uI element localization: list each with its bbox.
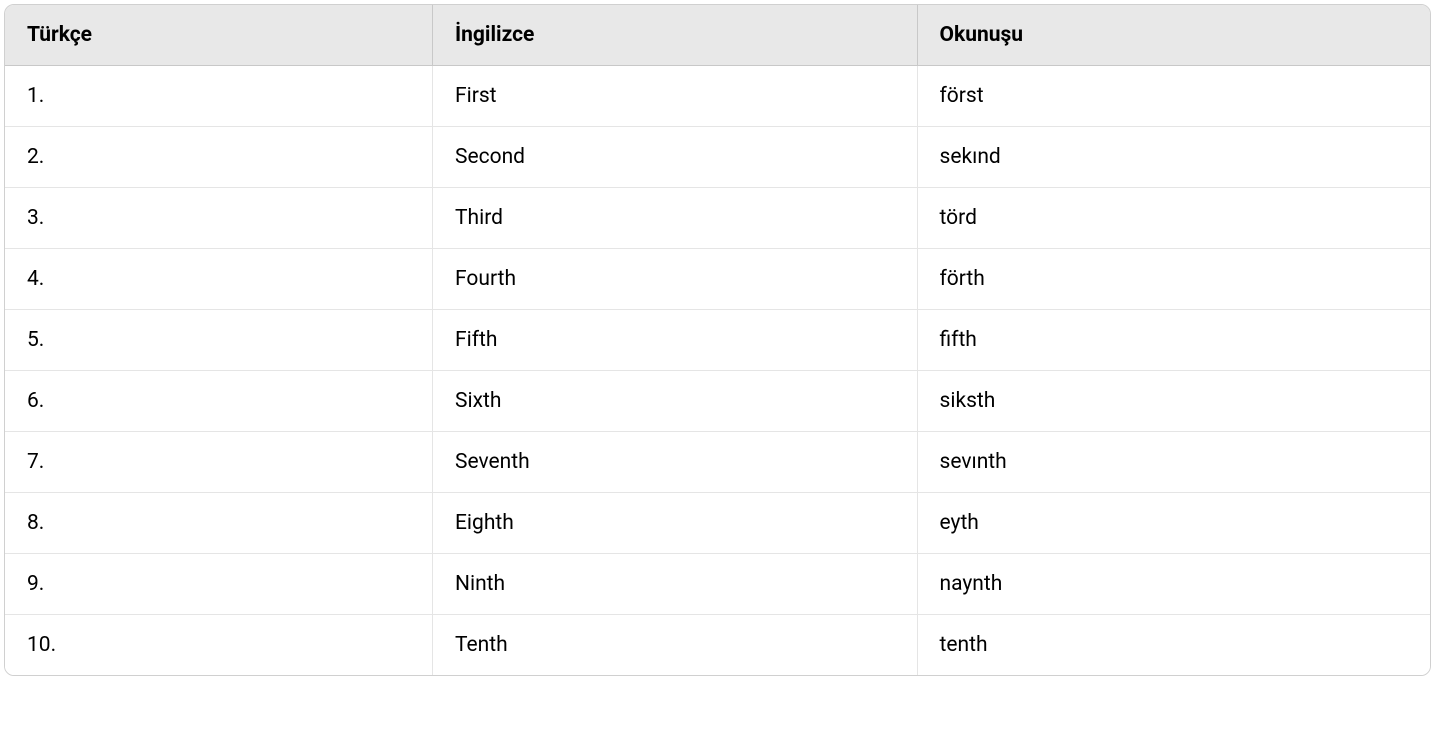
cell-pronunciation: förth [917,249,1430,310]
column-header-english: İngilizce [433,5,918,66]
table-row: 9. Ninth naynth [5,554,1430,615]
cell-pronunciation: fifth [917,310,1430,371]
table-row: 7. Seventh sevınth [5,432,1430,493]
cell-english: Tenth [433,615,918,676]
cell-english: Ninth [433,554,918,615]
cell-english: Seventh [433,432,918,493]
cell-english: Third [433,188,918,249]
table-row: 2. Second sekınd [5,127,1430,188]
cell-turkish: 2. [5,127,433,188]
table-body: 1. First först 2. Second sekınd 3. Third… [5,66,1430,676]
cell-english: First [433,66,918,127]
cell-pronunciation: först [917,66,1430,127]
table-row: 6. Sixth siksth [5,371,1430,432]
cell-turkish: 1. [5,66,433,127]
cell-turkish: 10. [5,615,433,676]
cell-turkish: 8. [5,493,433,554]
table-row: 5. Fifth fifth [5,310,1430,371]
ordinals-table-container: Türkçe İngilizce Okunuşu 1. First först … [4,4,1431,676]
cell-pronunciation: törd [917,188,1430,249]
cell-english: Sixth [433,371,918,432]
cell-pronunciation: eyth [917,493,1430,554]
cell-turkish: 9. [5,554,433,615]
cell-english: Second [433,127,918,188]
table-row: 3. Third törd [5,188,1430,249]
table-row: 10. Tenth tenth [5,615,1430,676]
cell-pronunciation: tenth [917,615,1430,676]
cell-turkish: 5. [5,310,433,371]
column-header-turkish: Türkçe [5,5,433,66]
cell-pronunciation: naynth [917,554,1430,615]
cell-english: Fourth [433,249,918,310]
cell-pronunciation: sekınd [917,127,1430,188]
table-row: 1. First först [5,66,1430,127]
cell-turkish: 4. [5,249,433,310]
cell-pronunciation: siksth [917,371,1430,432]
cell-english: Fifth [433,310,918,371]
cell-english: Eighth [433,493,918,554]
ordinals-table: Türkçe İngilizce Okunuşu 1. First först … [5,5,1430,675]
cell-pronunciation: sevınth [917,432,1430,493]
table-row: 4. Fourth förth [5,249,1430,310]
table-row: 8. Eighth eyth [5,493,1430,554]
table-header-row: Türkçe İngilizce Okunuşu [5,5,1430,66]
column-header-pronunciation: Okunuşu [917,5,1430,66]
cell-turkish: 6. [5,371,433,432]
cell-turkish: 7. [5,432,433,493]
cell-turkish: 3. [5,188,433,249]
